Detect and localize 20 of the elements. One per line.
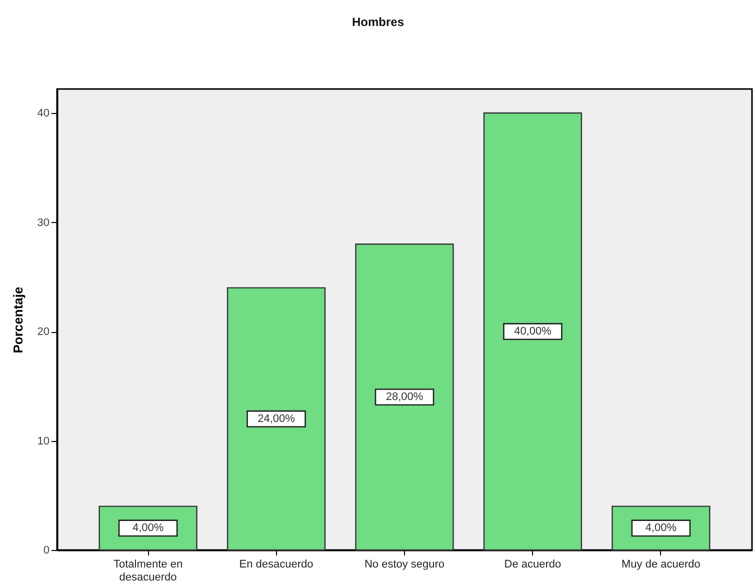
- y-tick-label: 0: [43, 544, 50, 556]
- y-tick-label: 40: [37, 108, 50, 120]
- chart-title: Hombres: [352, 15, 404, 29]
- x-tick-label: No estoy seguro: [364, 558, 445, 570]
- y-axis-title: Porcentaje: [10, 286, 26, 354]
- data-label: 40,00%: [514, 326, 552, 338]
- y-tick-label: 20: [37, 326, 50, 338]
- x-tick-label: Totalmente en desacuerdo: [113, 558, 183, 584]
- bar: [355, 244, 454, 551]
- data-label: 4,00%: [132, 522, 164, 534]
- bar: [483, 112, 582, 551]
- data-label: 28,00%: [386, 391, 424, 404]
- y-tick-label: 30: [37, 216, 50, 229]
- x-tick-label: En desacuerdo: [239, 558, 314, 570]
- x-tick-label: De acuerdo: [504, 558, 562, 570]
- x-tick-label: Muy de acuerdo: [622, 558, 700, 570]
- data-label: 4,00%: [645, 522, 677, 534]
- bar: [226, 287, 326, 551]
- data-label: 24,00%: [258, 412, 296, 425]
- y-tick-label: 10: [37, 435, 50, 448]
